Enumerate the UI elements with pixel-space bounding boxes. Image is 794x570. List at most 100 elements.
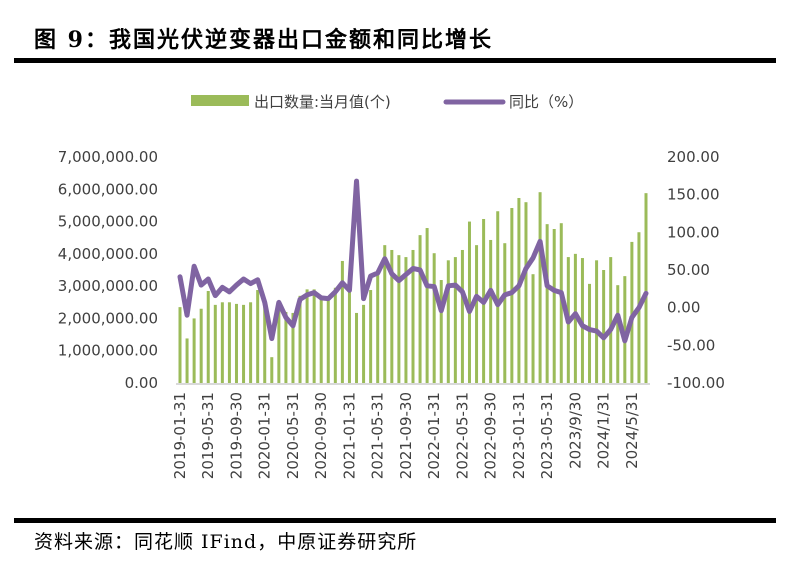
x-axis-tick-label: 2020-09-30 [312, 392, 330, 479]
bar [369, 290, 373, 383]
bar [298, 295, 302, 383]
right-axis-tick-label: 200.00 [667, 148, 720, 166]
bar [517, 198, 521, 383]
bar [256, 290, 260, 383]
x-axis-ticks: 2019-01-31 2019-05-31 2019-09-30 2020-01-31… [171, 392, 641, 479]
bar [347, 290, 351, 383]
x-axis-tick-label: 2020-05-31 [284, 392, 302, 479]
bar [242, 304, 246, 383]
bar [644, 193, 648, 383]
bar [227, 302, 231, 383]
bar [425, 228, 429, 383]
source-note: 资料来源：同花顺 IFind，中原证券研究所 [34, 531, 418, 553]
x-axis-tick-label: 2022-01-31 [425, 392, 443, 479]
bar [439, 280, 443, 383]
chart-title: 图 9：我国光伏逆变器出口金额和同比增长 [34, 27, 493, 53]
left-axis-tick-label: 3,000,000.00 [58, 277, 158, 295]
bar [355, 312, 359, 383]
legend-line-label: 同比（%） [509, 93, 583, 111]
bar [326, 299, 330, 383]
x-axis-tick-label: 2023-05-31 [538, 392, 556, 479]
bar [213, 304, 217, 383]
bar [460, 249, 464, 383]
bar [319, 295, 323, 383]
x-axis-tick-label: 2019-09-30 [227, 392, 245, 479]
bar [552, 229, 556, 383]
right-axis-ticks: -100.00 -50.00 0.00 50.00 100.00 150.00 200.00 [667, 148, 725, 392]
bar [404, 257, 408, 383]
bar [192, 318, 196, 383]
bar [432, 253, 436, 383]
left-axis-tick-label: 7,000,000.00 [58, 148, 158, 166]
bar [340, 260, 344, 383]
bar [475, 245, 479, 383]
bar [249, 302, 253, 383]
bar [602, 270, 606, 383]
right-axis-tick-label: 0.00 [667, 299, 700, 317]
left-axis-tick-label: 6,000,000.00 [58, 180, 158, 198]
bar [580, 258, 584, 383]
bar [220, 302, 224, 383]
bar [467, 221, 471, 383]
x-axis-tick-label: 2019-01-31 [171, 392, 189, 479]
bar [178, 307, 182, 383]
left-axis-tick-label: 0.00 [125, 374, 158, 392]
right-axis-tick-label: 150.00 [667, 186, 720, 204]
legend: 出口数量:当月值(个) 同比（%） [191, 93, 583, 111]
right-axis-tick-label: -100.00 [667, 374, 725, 392]
bar [496, 211, 500, 383]
bar [588, 283, 592, 383]
bar [510, 208, 514, 383]
bar [538, 192, 542, 383]
bottom-rule [14, 518, 776, 523]
bar [545, 224, 549, 383]
bar [411, 249, 415, 383]
bar [270, 357, 274, 383]
x-axis-tick-label: 2024/1/31 [595, 392, 613, 469]
top-rule [14, 58, 776, 63]
bar [503, 243, 507, 383]
bar [383, 245, 387, 383]
right-axis-tick-label: 100.00 [667, 223, 720, 241]
x-axis-tick-label: 2021-05-31 [369, 392, 387, 479]
x-axis-tick-label: 2019-05-31 [199, 392, 217, 479]
left-axis-tick-label: 2,000,000.00 [58, 309, 158, 327]
bar [234, 303, 238, 383]
bar [609, 257, 613, 383]
bar [623, 276, 627, 383]
bar [305, 289, 309, 383]
x-axis-tick-label: 2023-01-31 [510, 392, 528, 479]
right-axis-tick-label: 50.00 [667, 261, 710, 279]
bar [489, 239, 493, 383]
x-axis-tick-label: 2024/5/31 [623, 392, 641, 469]
bar [453, 257, 457, 383]
bar [284, 311, 288, 383]
bar [291, 312, 295, 383]
line-series [177, 178, 649, 344]
bar [185, 338, 189, 383]
x-axis-tick-label: 2022-09-30 [482, 392, 500, 479]
right-axis-tick-label: -50.00 [667, 336, 715, 354]
bar-series [178, 192, 648, 383]
bar [524, 202, 528, 383]
x-axis-tick-label: 2021-01-31 [340, 392, 358, 479]
x-axis-tick-label: 2020-01-31 [256, 392, 274, 479]
bar [390, 249, 394, 383]
bar [397, 255, 401, 383]
bar [616, 285, 620, 383]
x-axis-tick-label: 2021-09-30 [397, 392, 415, 479]
x-axis-tick-label: 2023/9/30 [566, 392, 584, 469]
bar [206, 290, 210, 383]
bar [277, 305, 281, 383]
bar [531, 274, 535, 383]
bar [263, 300, 267, 383]
bar [333, 287, 337, 383]
bar [595, 260, 599, 383]
bar [376, 273, 380, 383]
bar [312, 289, 316, 383]
bar [418, 235, 422, 383]
left-axis-tick-label: 4,000,000.00 [58, 245, 158, 263]
left-axis-ticks: 0.00 1,000,000.00 2,000,000.00 3,000,000.00… [58, 148, 158, 392]
left-axis-tick-label: 1,000,000.00 [58, 342, 158, 360]
bar [362, 304, 366, 383]
